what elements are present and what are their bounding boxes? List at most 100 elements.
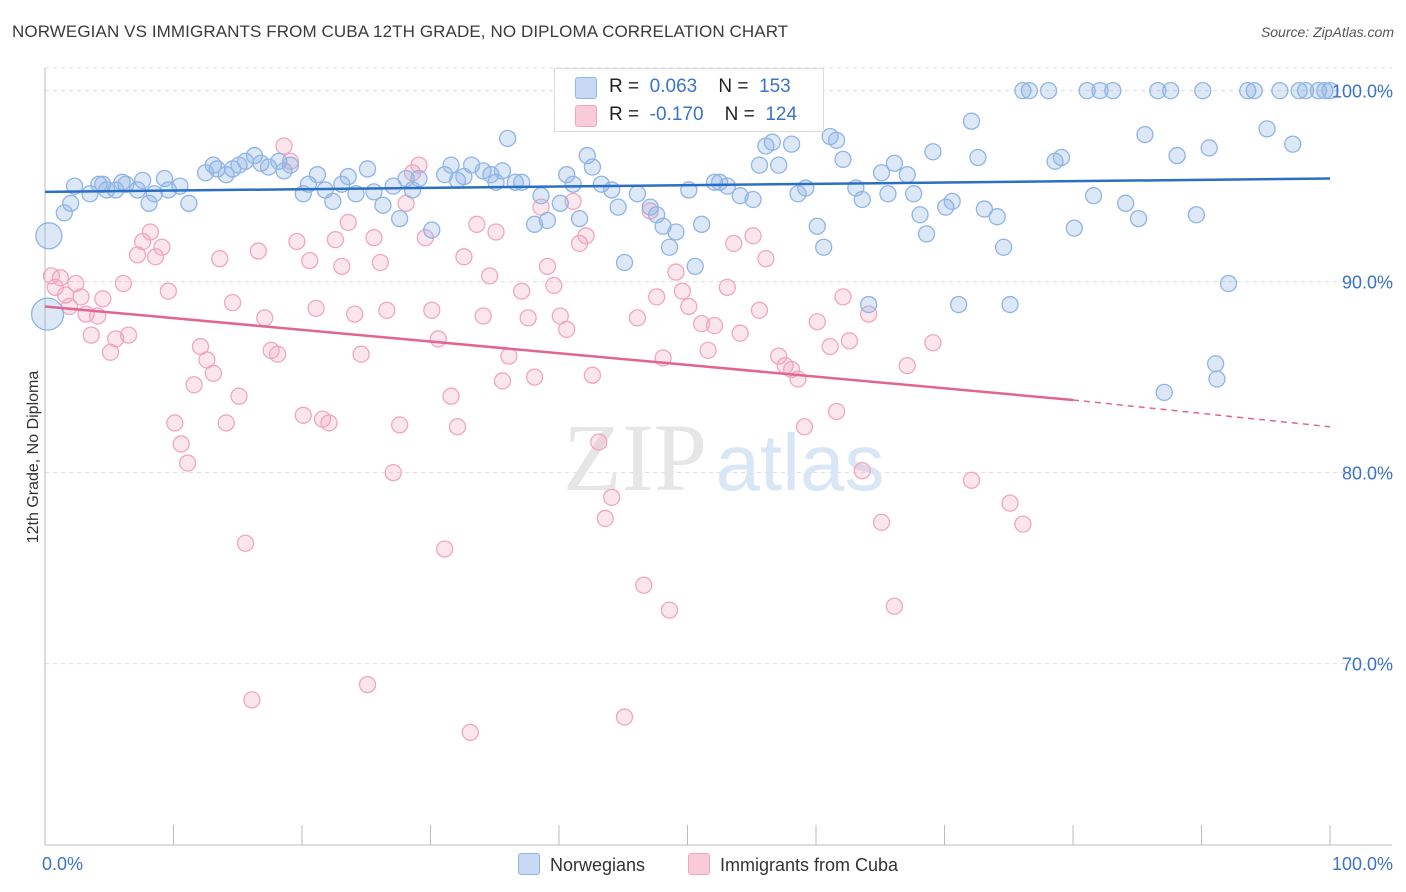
point-cuba (924, 334, 942, 352)
point-cuba (705, 316, 724, 335)
point-norwegian (1149, 81, 1167, 100)
point-cuba (699, 341, 717, 360)
point-cuba (590, 433, 608, 451)
point-cuba (333, 257, 351, 275)
legend-item-cuba[interactable]: Immigrants from Cuba (688, 853, 898, 876)
point-cuba (268, 345, 287, 363)
point-norwegian (782, 135, 801, 153)
point-norwegian (943, 192, 961, 211)
point-cuba (635, 576, 653, 594)
point-norwegian (558, 166, 576, 184)
point-cuba (172, 435, 190, 453)
point-cuba (731, 324, 749, 342)
point-norwegian (134, 171, 152, 190)
point-cuba (307, 299, 325, 318)
point-norwegian (324, 192, 342, 211)
point-cuba (82, 326, 100, 344)
point-norwegian (564, 175, 582, 193)
point-cuba (339, 213, 357, 232)
point-cuba (442, 387, 460, 405)
point-norwegian (1084, 187, 1103, 205)
point-cuba (795, 418, 814, 436)
point-norwegian (30, 297, 65, 331)
swatch-cuba (575, 105, 597, 127)
point-cuba (757, 250, 775, 268)
point-norwegian (1194, 81, 1212, 100)
point-norwegian (1091, 81, 1109, 100)
point-cuba (230, 387, 248, 405)
point-norwegian (1245, 81, 1263, 100)
y-tick-label: 90.0% (1342, 273, 1393, 293)
point-cuba (545, 276, 563, 295)
legend-label-cuba: Immigrants from Cuba (720, 855, 899, 875)
point-norwegian (62, 194, 80, 212)
point-cuba (346, 305, 364, 323)
point-norwegian (1200, 139, 1218, 157)
point-cuba (853, 462, 871, 480)
tick-labels: 100.0% 90.0% 80.0% 70.0% 0.0% 100.0% (42, 82, 1393, 874)
r-value: -0.170 (649, 104, 704, 125)
point-cuba (596, 509, 614, 528)
stats-legend: R = 0.063 N = 153 R = -0.170 N = 124 (554, 68, 824, 132)
point-norwegian (797, 179, 815, 197)
point-cuba (119, 326, 138, 344)
point-norwegian (1296, 81, 1315, 100)
point-norwegian (1206, 355, 1225, 373)
point-norwegian (493, 162, 512, 180)
point-norwegian (308, 166, 327, 184)
point-norwegian (423, 221, 441, 239)
point-cuba (275, 137, 293, 155)
point-cuba (301, 251, 319, 270)
point-norwegian (834, 150, 852, 169)
point-cuba (178, 454, 197, 472)
point-norwegian (705, 173, 724, 191)
point-cuba (166, 414, 184, 432)
point-norwegian (281, 156, 300, 174)
y-tick-label: 100.0% (1332, 82, 1393, 102)
legend-swatch-norwegians (518, 853, 540, 875)
point-cuba (513, 282, 531, 300)
n-value: 124 (765, 104, 798, 125)
axes (44, 68, 1392, 846)
point-cuba (898, 357, 916, 375)
r-label: R = (609, 76, 640, 97)
point-norwegian (145, 185, 163, 203)
point-cuba (146, 248, 165, 266)
point-cuba (487, 223, 505, 241)
point-norwegian (660, 238, 679, 256)
point-norwegian (860, 295, 878, 314)
point-cuba (94, 290, 112, 308)
point-cuba (378, 301, 396, 319)
point-norwegian (1014, 81, 1032, 100)
point-norwegian (603, 181, 621, 199)
point-cuba (294, 406, 312, 424)
point-cuba (500, 347, 518, 365)
point-norwegian (718, 177, 736, 195)
point-cuba (204, 364, 222, 382)
x-tick-label-max: 100.0% (1332, 854, 1393, 874)
trend-line-cuba-extension (1072, 399, 1331, 428)
point-norwegian (744, 190, 762, 209)
point-cuba (673, 282, 692, 300)
point-cuba (680, 297, 698, 316)
point-cuba (211, 250, 229, 268)
y-tick-label: 70.0% (1342, 655, 1393, 675)
point-cuba (352, 345, 370, 363)
legend-item-norwegians[interactable]: Norwegians (518, 853, 645, 876)
point-norwegian (538, 211, 557, 230)
point-norwegian (994, 238, 1013, 256)
point-norwegian (827, 131, 846, 149)
point-norwegian (1155, 383, 1173, 402)
point-cuba (236, 534, 255, 552)
point-norwegian (911, 206, 929, 224)
point-cuba (525, 368, 544, 386)
point-norwegian (442, 156, 460, 174)
point-norwegian (808, 217, 826, 235)
point-cuba (872, 513, 891, 531)
point-cuba (860, 305, 878, 323)
point-cuba (358, 675, 377, 694)
point-cuba (72, 288, 90, 306)
point-norwegian (391, 209, 409, 228)
point-norwegian (55, 204, 73, 222)
point-cuba (603, 488, 621, 507)
